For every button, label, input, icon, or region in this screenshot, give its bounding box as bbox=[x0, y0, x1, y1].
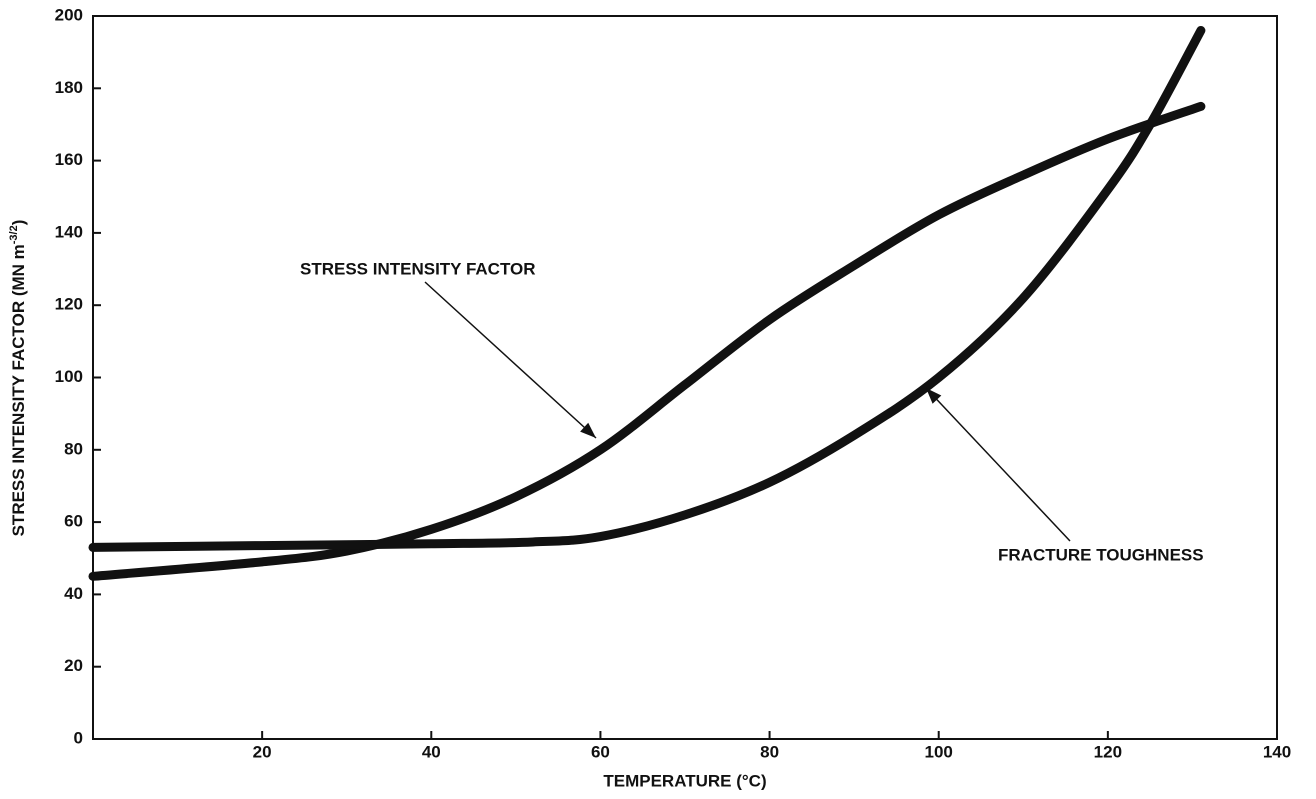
x-axis-label: TEMPERATURE (°C) bbox=[603, 771, 766, 790]
y-tick-label: 100 bbox=[55, 367, 83, 386]
y-axis-label-superscript: -3/2 bbox=[8, 225, 20, 244]
x-tick-label: 120 bbox=[1094, 742, 1122, 761]
series-annotation: STRESS INTENSITY FACTOR bbox=[300, 259, 536, 278]
y-tick-label: 60 bbox=[64, 512, 83, 531]
series-line bbox=[88, 25, 1206, 552]
x-tick-label: 140 bbox=[1263, 742, 1291, 761]
y-tick-label: 200 bbox=[55, 5, 83, 24]
series-line bbox=[88, 101, 1206, 581]
series-annotation: FRACTURE TOUGHNESS bbox=[998, 545, 1204, 564]
y-tick-label: 180 bbox=[55, 78, 83, 97]
y-axis-label-suffix: ) bbox=[9, 220, 28, 226]
annotation-pointer bbox=[424, 281, 597, 439]
annotation-arrowhead bbox=[580, 422, 596, 438]
y-tick-label: 140 bbox=[55, 222, 83, 241]
x-tick-label: 80 bbox=[760, 742, 779, 761]
x-tick-label: 40 bbox=[422, 742, 441, 761]
y-tick-label: 40 bbox=[64, 584, 83, 603]
y-tick-label: 80 bbox=[64, 439, 83, 458]
y-axis-label-text: STRESS INTENSITY FACTOR (MN m bbox=[9, 244, 28, 536]
y-tick-label: 160 bbox=[55, 150, 83, 169]
annotation-arrowhead bbox=[926, 388, 942, 404]
y-tick-label: 20 bbox=[64, 656, 83, 675]
x-tick-label: 100 bbox=[925, 742, 953, 761]
annotation-pointer bbox=[925, 387, 1071, 542]
x-tick-label: 60 bbox=[591, 742, 610, 761]
plot-frame bbox=[92, 15, 1278, 740]
x-tick-label: 20 bbox=[253, 742, 272, 761]
y-tick-label: 120 bbox=[55, 295, 83, 314]
y-axis-label: STRESS INTENSITY FACTOR (MN m-3/2) bbox=[8, 220, 29, 537]
y-tick-label: 0 bbox=[74, 728, 83, 747]
